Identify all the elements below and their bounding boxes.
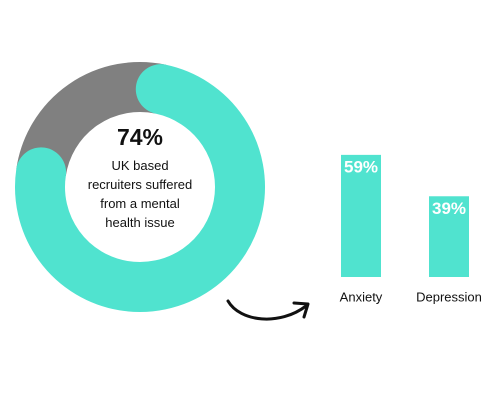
x-tick-label: Depression — [416, 289, 482, 304]
bar-value-label: 59% — [344, 157, 378, 176]
donut-segment — [15, 64, 265, 312]
arrow-head — [292, 301, 310, 319]
donut-label: UK based recruiters suffered from a ment… — [87, 158, 193, 230]
donut-value-label: 74% — [117, 124, 163, 150]
bar — [429, 196, 469, 277]
arrow — [226, 299, 308, 321]
bar — [341, 154, 381, 277]
x-tick-label: Anxiety — [340, 289, 383, 304]
bar-value-label: 39% — [432, 199, 466, 218]
